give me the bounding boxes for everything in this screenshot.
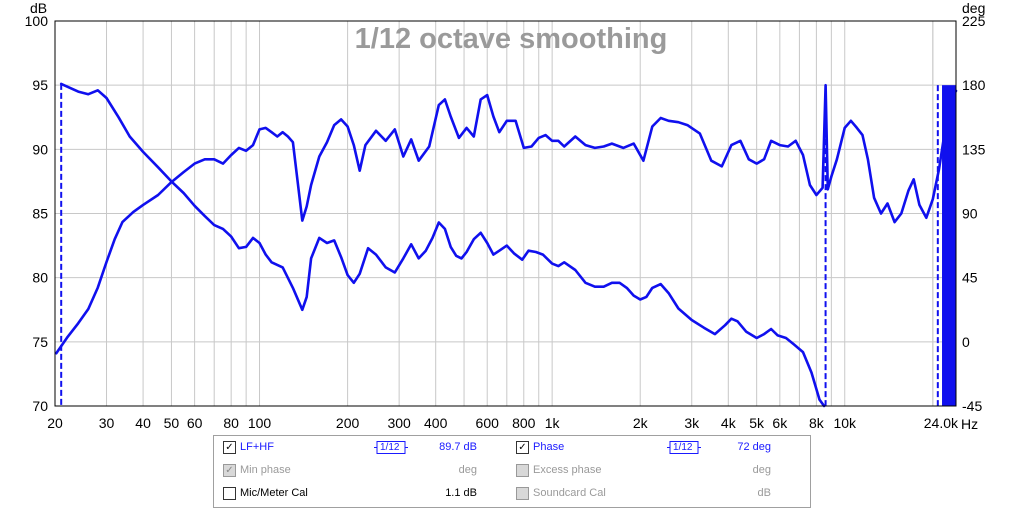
phase-value: 72 deg [737,441,771,453]
plot-frame [54,20,957,407]
excess-phase-label: Excess phase [533,464,602,476]
x-tick-label: 2k [633,415,649,431]
legend-row: ✓ LF+HF 1/12 89.7 dB ✓ Phase 1/12 72 deg [214,436,810,458]
soundcard-cal-value: dB [757,487,771,499]
mic-meter-cal-value: 1.1 dB [445,487,477,499]
smoothing-icon[interactable] [374,441,408,454]
x-tick-label: 40 [135,415,151,431]
y-left-tick-label: 90 [32,141,48,157]
y-left-tick-label: 80 [32,270,48,286]
lf-hf-label: LF+HF [240,441,274,453]
mic-meter-cal-checkbox[interactable] [223,487,236,500]
y-right-tick-label: 90 [962,206,978,222]
lf-hf-smoothing: 1/12 [380,442,400,453]
series-line-lf-hf [59,82,826,408]
min-phase-value: deg [458,464,477,476]
x-tick-label: 80 [223,415,239,431]
excess-phase-checkbox[interactable] [516,464,529,477]
y-right-tick-label: 45 [962,270,978,286]
phase-checkbox[interactable]: ✓ [516,441,529,454]
x-tick-label: 4k [721,415,737,431]
chart-ticks: 20 30 40 50 60 80 100 200 300 400 600 800 1k 2k 3k 4k 5k… [25,13,986,431]
y-left-tick-label: 70 [32,398,48,414]
legend-panel: ✓ LF+HF 1/12 89.7 dB ✓ Phase 1/12 72 deg… [213,435,811,508]
x-tick-label: 60 [187,415,203,431]
excess-phase-value: deg [752,464,771,476]
x-tick-label: 10k [833,415,857,431]
smoothing-icon[interactable] [667,441,701,454]
y-right-tick-label: 0 [962,334,970,350]
soundcard-cal-label: Soundcard Cal [533,487,606,499]
x-tick-label: 6k [772,415,788,431]
x-tick-label: 100 [248,415,272,431]
x-tick-label: 3k [684,415,700,431]
y-left-tick-label: 100 [25,13,49,29]
x-tick-label: 5k [749,415,765,431]
lf-hf-value: 89.7 dB [439,441,477,453]
x-tick-label: 800 [512,415,536,431]
x-tick-label: 8k [809,415,825,431]
x-unit: Hz [961,416,978,432]
y-right-tick-label: -45 [962,398,982,414]
soundcard-cal-checkbox[interactable] [516,487,529,500]
mic-meter-cal-label: Mic/Meter Cal [240,487,308,499]
y-left-unit: dB [30,0,47,16]
x-tick-label: 200 [336,415,360,431]
x-tick-label: 24.0k [924,415,959,431]
chart-series [55,82,958,408]
legend-row: Mic/Meter Cal 1.1 dB Soundcard Cal dB [214,482,810,504]
min-phase-checkbox[interactable]: ✓ [223,464,236,477]
y-left-tick-label: 85 [32,206,48,222]
phase-wrap-band [942,85,956,407]
x-tick-label: 300 [387,415,411,431]
x-tick-label: 20 [47,415,63,431]
y-right-unit: deg [962,0,985,16]
chart-title: 1/12 octave smoothing [355,23,668,55]
y-right-tick-label: 135 [962,141,986,157]
y-right-tick-label: 225 [962,13,986,29]
phase-label: Phase [533,441,565,453]
y-left-tick-label: 75 [32,334,48,350]
x-tick-label: 1k [545,415,561,431]
legend-row: ✓ Min phase deg Excess phase deg [214,459,810,481]
y-left-tick-label: 95 [32,77,48,93]
chart-grid [55,20,956,407]
min-phase-label: Min phase [240,464,291,476]
lf-hf-checkbox[interactable]: ✓ [223,441,236,454]
phase-smoothing: 1/12 [673,442,693,453]
y-right-tick-label: 180 [962,77,986,93]
x-tick-label: 30 [99,415,115,431]
x-tick-label: 600 [476,415,500,431]
series-line-phase [55,83,958,355]
x-tick-label: 50 [164,415,180,431]
x-tick-label: 400 [424,415,448,431]
frequency-response-chart: 20 30 40 50 60 80 100 200 300 400 600 800 1k 2k 3k 4k 5k… [25,0,986,432]
